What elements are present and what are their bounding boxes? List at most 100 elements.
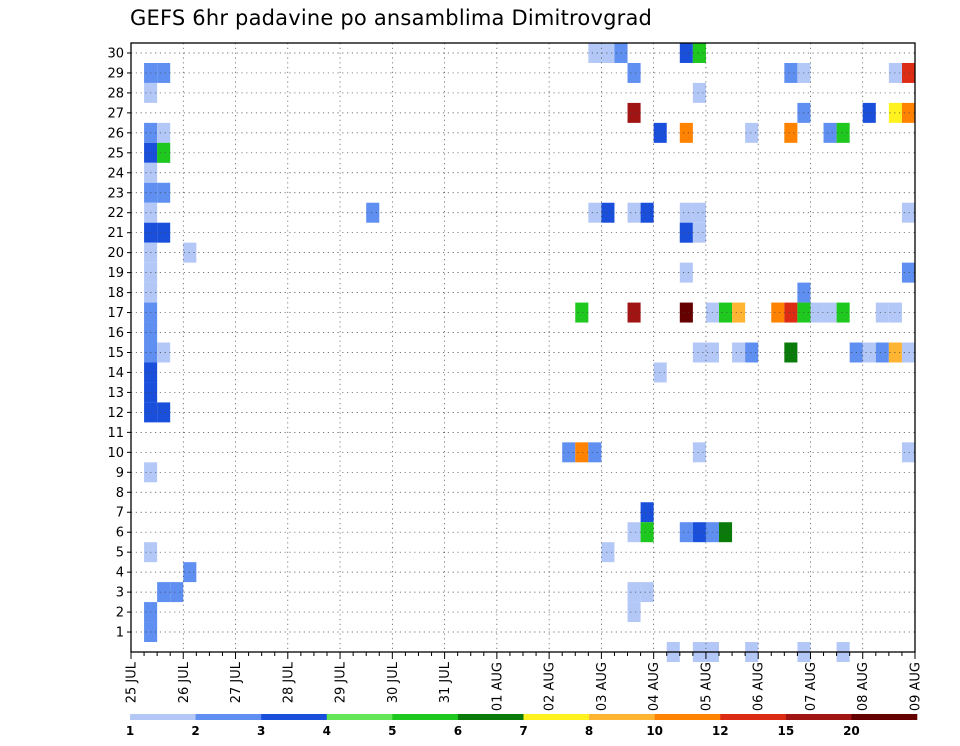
heatmap-cell	[745, 342, 759, 363]
heatmap-cell	[875, 342, 889, 363]
y-tick-label: 15	[107, 346, 124, 361]
heatmap-cell	[640, 582, 654, 603]
heatmap-cell	[888, 302, 902, 323]
heatmap-cell	[745, 122, 759, 143]
y-tick-label: 3	[116, 586, 124, 601]
x-tick-label: 06 AUG	[752, 662, 767, 711]
heatmap-cell	[679, 122, 693, 143]
heatmap-cell	[679, 262, 693, 283]
heatmap-cell	[157, 122, 171, 143]
heatmap-cell	[692, 522, 706, 543]
heatmap-cell	[679, 202, 693, 223]
y-tick-label: 18	[107, 286, 124, 301]
y-tick-label: 16	[107, 326, 124, 341]
y-tick-label: 23	[107, 186, 124, 201]
heatmap-cell	[901, 442, 915, 463]
heatmap-cell	[810, 302, 824, 323]
heatmap-cell	[875, 302, 889, 323]
heatmap-cell	[784, 62, 798, 83]
heatmap-cell	[157, 342, 171, 363]
x-tick-label: 08 AUG	[856, 662, 871, 711]
y-tick-label: 7	[116, 506, 124, 521]
y-tick-label: 4	[116, 566, 124, 581]
heatmap-cell	[732, 302, 746, 323]
colorbar-label: 8	[585, 724, 593, 738]
heatmap-cell	[183, 242, 197, 263]
heatmap-cell	[640, 502, 654, 523]
x-tick-label: 04 AUG	[647, 662, 662, 711]
x-tick-label: 27 JUL	[229, 661, 244, 703]
heatmap-cell	[170, 582, 184, 603]
x-tick-label: 09 AUG	[909, 662, 924, 711]
heatmap-cell	[157, 182, 171, 203]
heatmap-cell	[862, 102, 876, 123]
colorbar-segment	[261, 714, 328, 720]
heatmap-cell	[627, 102, 641, 123]
colorbar-segment	[392, 714, 459, 720]
x-tick-label: 07 AUG	[804, 662, 819, 711]
heatmap-cell	[679, 222, 693, 243]
y-tick-label: 9	[116, 466, 124, 481]
x-tick-label: 28 JUL	[281, 661, 296, 703]
heatmap-cell	[784, 342, 798, 363]
colorbar-label: 1	[126, 724, 134, 738]
heatmap-cell	[784, 302, 798, 323]
heatmap-cell	[719, 302, 733, 323]
x-tick-label: 02 AUG	[543, 662, 558, 711]
colorbar-label: 15	[777, 724, 794, 738]
heatmap-cell	[575, 442, 589, 463]
heatmap-cell	[784, 122, 798, 143]
colorbar-label: 3	[257, 724, 265, 738]
colorbar-segment	[589, 714, 655, 720]
y-tick-label: 13	[107, 386, 124, 401]
colorbar-segment	[326, 714, 393, 720]
colorbar-label: 2	[191, 724, 199, 738]
heatmap-cell	[679, 522, 693, 543]
heatmap-cell	[901, 262, 915, 283]
y-tick-label: 25	[107, 146, 124, 161]
x-tick-label: 29 JUL	[334, 661, 349, 703]
colorbar-segment	[523, 714, 590, 720]
heatmap-cell	[157, 402, 171, 423]
colorbar-label: 4	[323, 724, 331, 738]
y-tick-label: 27	[107, 106, 124, 121]
heatmap-cell	[823, 302, 837, 323]
heatmap-cell	[692, 43, 706, 63]
colorbar-segment	[195, 714, 262, 720]
colorbar-segment	[720, 714, 787, 720]
heatmap-cell	[862, 342, 876, 363]
x-tick-label: 03 AUG	[595, 662, 610, 711]
x-tick-label: 05 AUG	[699, 662, 714, 711]
y-tick-label: 26	[107, 126, 124, 141]
colorbar-label: 6	[454, 724, 462, 738]
x-tick-label: 31 JUL	[438, 661, 453, 703]
y-tick-label: 22	[107, 206, 124, 221]
heatmap-cell	[679, 302, 693, 323]
heatmap-cell	[627, 582, 641, 603]
heatmap-cell	[888, 102, 902, 123]
heatmap-cell	[157, 62, 171, 83]
x-tick-label: 26 JUL	[177, 661, 192, 703]
heatmap-cell	[601, 202, 615, 223]
chart-title: GEFS 6hr padavine po ansamblima Dimitrov…	[130, 6, 653, 30]
y-tick-label: 21	[107, 226, 124, 241]
heatmap-cell	[901, 62, 915, 83]
heatmap-cell	[901, 202, 915, 223]
heatmap-cell	[653, 362, 667, 383]
x-tick-label: 25 JUL	[125, 661, 140, 703]
colorbar-segment	[130, 714, 196, 720]
heatmap-cell	[836, 302, 850, 323]
colorbar-label: 12	[712, 724, 729, 738]
y-tick-label: 6	[116, 526, 124, 541]
colorbar-label: 10	[646, 724, 663, 738]
heatmap-cell	[366, 202, 380, 223]
heatmap-cell	[888, 342, 902, 363]
y-tick-label: 30	[107, 46, 124, 61]
heatmap-cell	[692, 342, 706, 363]
heatmap-cell	[692, 202, 706, 223]
heatmap-cell	[901, 342, 915, 363]
heatmap-cell	[836, 122, 850, 143]
colorbar-segment	[851, 714, 918, 720]
heatmap-cell	[575, 302, 589, 323]
